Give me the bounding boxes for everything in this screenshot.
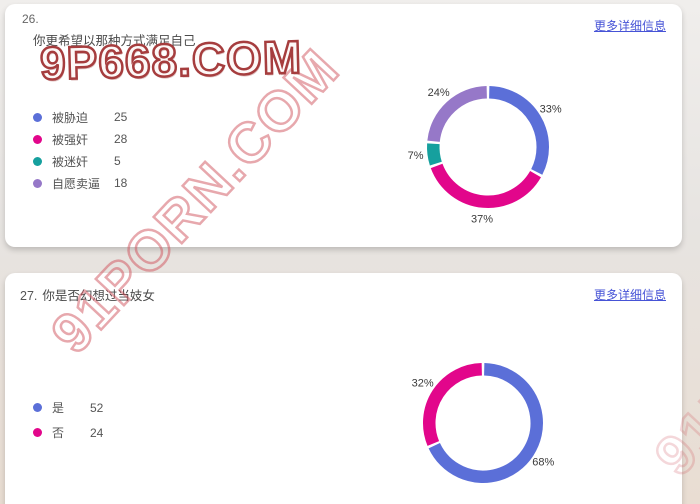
legend-color-dot [33, 428, 42, 437]
legend-label: 否 [52, 426, 65, 440]
legend-label: 被胁迫 [52, 110, 89, 125]
donut-segment[interactable] [428, 363, 543, 483]
question-card-27: 27. 你是否幻想过当妓女 更多详细信息 是 52 否 24 68% 32% [5, 273, 682, 504]
percent-label: 24% [428, 87, 450, 99]
legend-color-dot [33, 134, 42, 144]
legend-label: 被迷奸 [52, 154, 89, 169]
more-details-link[interactable]: 更多详细信息 [593, 288, 666, 302]
percent-label: 37% [471, 214, 493, 226]
legend-item: 被迷奸 5 [33, 150, 127, 172]
donut-chart: 33% 37% 7% 24% [408, 86, 562, 226]
legend-color-dot [33, 403, 42, 412]
donut-segment[interactable] [488, 86, 549, 175]
legend-color-dot [33, 178, 42, 188]
legend-value: 18 [114, 176, 128, 190]
question-number: 27. [20, 289, 38, 303]
question-card-26: 26. 你更希望以那种方式满足自己 更多详细信息 被胁迫 25 被强奸 28 被迷奸 5 自… [5, 4, 682, 247]
legend-item: 被强奸 28 [33, 128, 127, 150]
legend-label: 被强奸 [52, 132, 89, 147]
more-details-link[interactable]: 更多详细信息 [593, 19, 666, 33]
legend-item: 自愿卖逼 18 [33, 172, 127, 194]
percent-label: 68% [532, 456, 554, 468]
percent-label: 7% [408, 150, 424, 162]
donut-segment[interactable] [430, 163, 541, 208]
legend-item: 否 24 [33, 420, 103, 445]
question-title-text: 你是否幻想过当妓女 [42, 289, 155, 303]
donut-segment[interactable] [427, 143, 442, 166]
question-number: 26. [22, 12, 39, 26]
legend-value: 5 [114, 154, 121, 168]
legend-value: 25 [114, 110, 128, 124]
legend-color-dot [33, 112, 42, 122]
donut-segment[interactable] [427, 86, 488, 143]
legend-label: 是 [52, 401, 65, 415]
legend-value: 24 [90, 425, 104, 440]
percent-label: 32% [412, 378, 434, 390]
legend-item: 是 52 [33, 395, 103, 420]
legend-label: 自愿卖逼 [52, 176, 101, 191]
donut-segment[interactable] [423, 363, 483, 446]
legend-item: 被胁迫 25 [33, 106, 127, 128]
legend-value: 28 [114, 132, 128, 146]
question-title: 你更希望以那种方式满足自己 [33, 34, 196, 48]
legend-color-dot [33, 156, 42, 166]
legend-value: 52 [90, 400, 104, 415]
chart-legend: 是 52 否 24 [33, 395, 103, 445]
donut-chart: 68% 32% [412, 363, 555, 483]
question-title: 27. 你是否幻想过当妓女 [20, 285, 155, 304]
chart-legend: 被胁迫 25 被强奸 28 被迷奸 5 自愿卖逼 18 [33, 106, 127, 194]
percent-label: 33% [540, 104, 562, 116]
